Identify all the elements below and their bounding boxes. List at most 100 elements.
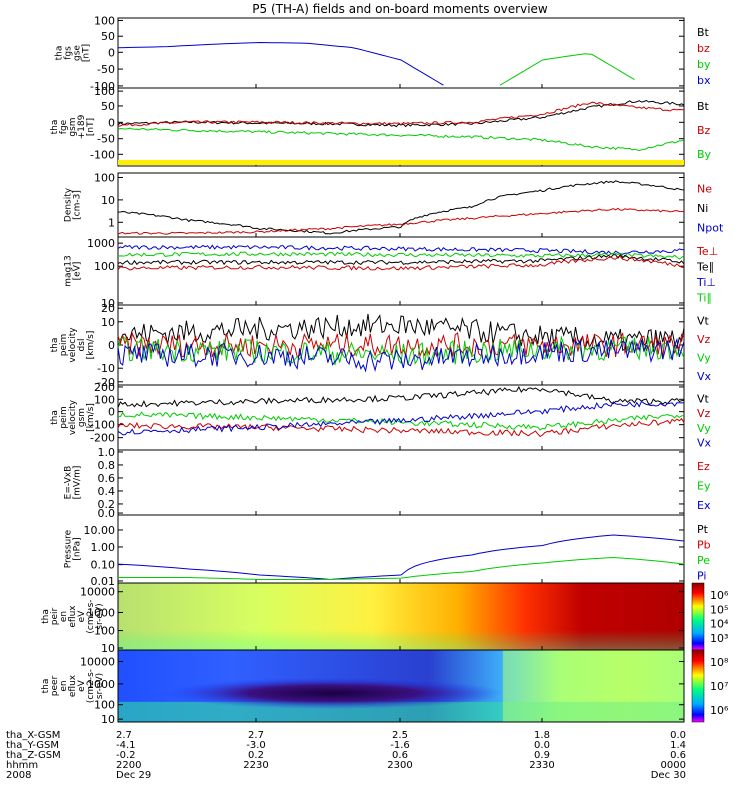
y-tick-label: 0 (108, 116, 115, 129)
y-axis-label: tha peim velocity dsl [km/s] (50, 327, 96, 363)
legend-item: Bz (697, 124, 711, 137)
y-tick-label: 1000 (87, 678, 115, 691)
legend-item: Vy (697, 422, 711, 435)
y-tick-label: 10.00 (84, 524, 116, 537)
y-axis-label-line: [nT] (86, 118, 96, 136)
y-tick-label: -100 (90, 80, 115, 93)
time-axis-value: 2300 (387, 760, 412, 771)
panel-frame (117, 17, 685, 89)
y-axis-label-line: peim (59, 406, 69, 429)
panel-fgs: 100 50 0 -50 -100 tha fgs gse [nT] Bt bz by bx (55, 14, 711, 92)
legend-item: bx (697, 74, 711, 87)
time-axis-value: 1.8 (534, 730, 550, 741)
y-axis-label-line: eflux (68, 605, 78, 628)
y-tick-label: 1.0 (98, 446, 116, 459)
series-Vx (117, 400, 685, 436)
colorbar-tick-label: 10⁴ (710, 618, 729, 631)
y-tick-label: 0.4 (98, 485, 116, 498)
y-tick-label: 200 (94, 381, 115, 394)
y-axis-label-line: dsl (77, 339, 87, 352)
y-axis-label-line: eV (77, 679, 87, 692)
series-Te⊥ (117, 255, 685, 271)
series-Pe (118, 556, 685, 580)
quality-flag-bar (118, 160, 684, 165)
y-axis-label: tha fgs gse [nT] (55, 44, 92, 62)
legend-item: Pt (697, 523, 709, 536)
electron-spectrogram-core (163, 677, 503, 710)
y-tick-label: 0.8 (98, 459, 116, 472)
time-axis-value: -0.2 (116, 750, 136, 761)
legend-item: Vz (697, 407, 711, 420)
y-tick-label: 1 (108, 216, 115, 229)
y-axis-label: tha peim velocity gsm [km/s] (50, 399, 96, 435)
legend-item: Bt (697, 100, 710, 113)
y-axis-label-line: en (59, 611, 69, 622)
y-axis-label-line: (cm2-s- (86, 599, 96, 633)
y-axis-label-line: [mV/m] (73, 466, 83, 500)
time-axis-value: 2230 (243, 760, 268, 771)
y-tick-label: 10 (101, 194, 115, 207)
legend-item: Pe (697, 554, 710, 567)
y-tick-label: 20 (101, 302, 115, 315)
legend-item: by (697, 58, 711, 71)
series-Vx (117, 337, 685, 373)
figure-title: P5 (TH-A) fields and on-board moments ov… (252, 2, 548, 16)
y-tick-label: 100 (94, 85, 115, 98)
time-axis-value: 2330 (529, 760, 554, 771)
y-tick-label: 0.01 (91, 575, 116, 588)
series-Bz (117, 101, 685, 127)
time-axis-value: 0.9 (534, 750, 550, 761)
series-by (499, 53, 635, 86)
y-axis-label-line: tha (55, 46, 65, 61)
legend-item: Ey (697, 480, 711, 493)
y-axis-label: mag13 [eV] (64, 255, 83, 286)
y-tick-label: -20 (97, 376, 115, 389)
series-Ti∥ (117, 251, 685, 260)
series-Ne (117, 207, 685, 235)
legend-item: Pi (697, 569, 706, 582)
time-axis-value: -4.1 (116, 740, 136, 751)
y-axis-label-line: velocity (68, 327, 78, 363)
colorbar (691, 649, 705, 723)
y-tick-label: 100 (94, 393, 115, 406)
y-tick-label: 0 (108, 406, 115, 419)
panel-frame (117, 236, 685, 306)
panel-fge: 100 50 0 -50 -100 tha fge gsm +189 [nT] Bt Bz By (50, 85, 712, 167)
y-tick-label: 10 (101, 642, 115, 655)
y-tick-label: 1000 (87, 237, 115, 250)
y-axis-label-line: tha (41, 679, 51, 694)
y-axis-label-line: [km/s] (86, 403, 96, 432)
panel-frame (117, 649, 685, 723)
y-tick-label: 10000 (80, 656, 115, 669)
y-tick-label: 10000 (80, 586, 115, 599)
time-axis-value: 0.0 (670, 730, 686, 741)
y-tick-label: 1.00 (91, 541, 116, 554)
time-axis-value: 0.6 (670, 750, 686, 761)
y-tick-label: 10 (101, 297, 115, 310)
y-axis-label-line: eflux (68, 674, 78, 697)
y-tick-label: 0.10 (91, 559, 116, 572)
y-axis-label-line: [km/s] (86, 331, 96, 360)
legend-item: Te⊥ (696, 245, 718, 258)
y-axis-label-line: E=-VxB (64, 466, 74, 500)
time-axis-value: -1.6 (390, 740, 410, 751)
y-tick-label: 100 (94, 171, 115, 184)
panel-efield: 1.00.80.60.40.20.0 E=-VxB [mV/m] Ez Ey Ex (64, 446, 711, 520)
y-axis-label-line: tha (50, 120, 60, 135)
y-tick-label: -200 (90, 432, 115, 445)
y-tick-label: -10 (97, 362, 115, 375)
y-axis-label-line: gsm (77, 408, 87, 427)
y-axis-label-line: peim (59, 334, 69, 357)
y-tick-label: 100 (94, 625, 115, 638)
y-tick-label: 100 (94, 260, 115, 273)
y-tick-label: 1000 (87, 606, 115, 619)
colorbar-tick-label: 10⁸ (710, 656, 729, 669)
y-axis-label-line: en (59, 680, 69, 691)
panel-frame (117, 87, 685, 167)
y-axis-label-line: tha (50, 410, 60, 425)
series-bx (117, 41, 444, 86)
